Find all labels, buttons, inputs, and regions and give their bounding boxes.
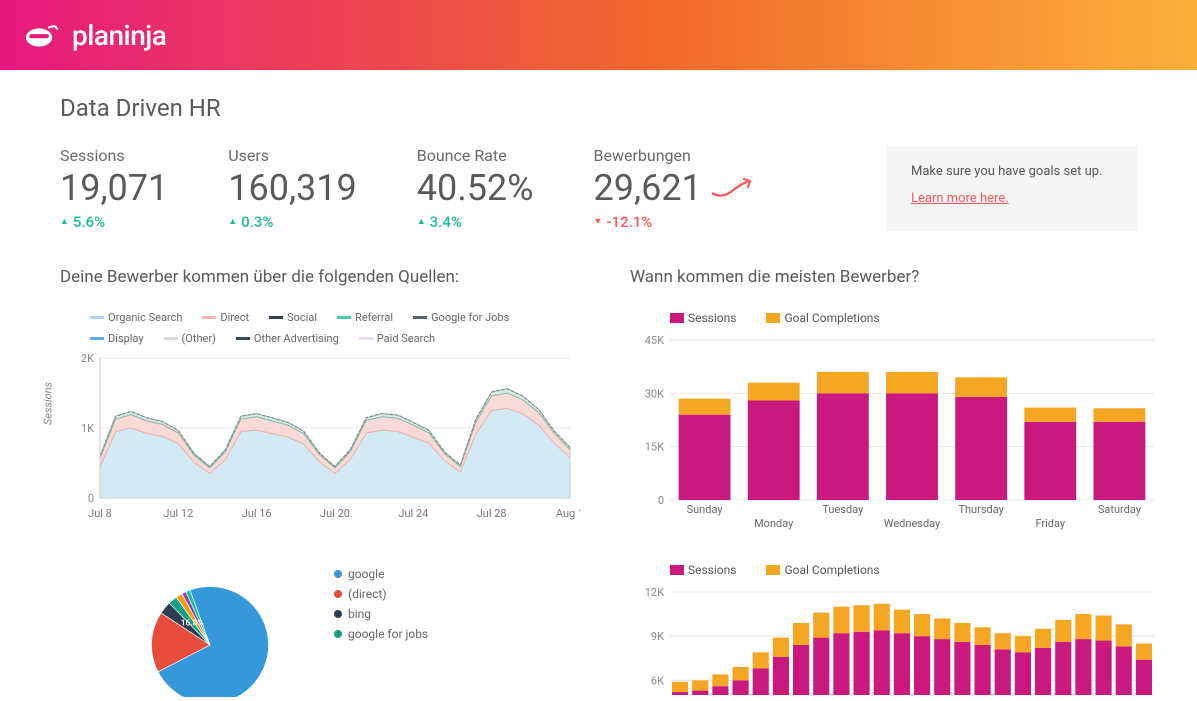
pie-legend-item: (direct) xyxy=(334,587,428,601)
metric-delta: 3.4% xyxy=(417,213,534,231)
sources-column: Deine Bewerber kommen über die folgenden… xyxy=(60,267,580,701)
legend-label: Sessions xyxy=(688,311,736,325)
y-axis-label: Sessions xyxy=(42,381,55,424)
metric-label: Bounce Rate xyxy=(417,146,534,165)
metric-label: Bewerbungen xyxy=(594,146,760,165)
legend-item: Sessions xyxy=(670,563,736,577)
metric-value: 29,621 xyxy=(594,169,702,209)
header: planinja xyxy=(0,0,1197,70)
svg-text:16.8%: 16.8% xyxy=(181,618,204,628)
content: Data Driven HR Sessions 19,071 5.6% User… xyxy=(0,70,1197,701)
svg-text:30K: 30K xyxy=(645,387,664,400)
svg-text:Saturday: Saturday xyxy=(1098,503,1142,516)
legend-item: Direct xyxy=(202,311,249,324)
legend-item: (Other) xyxy=(164,332,216,345)
brand-name: planinja xyxy=(72,19,166,52)
goals-link[interactable]: Learn more here. xyxy=(911,191,1009,206)
svg-text:2K: 2K xyxy=(81,353,94,365)
metric-bounce: Bounce Rate 40.52% 3.4% xyxy=(417,146,534,231)
sources-chart-svg: 0 1K 2K Jul 8 Jul 12 Jul 16 Jul 20 Jul 24 Jul 28… xyxy=(60,353,580,523)
charts-row: Deine Bewerber kommen über die folgenden… xyxy=(60,267,1137,701)
svg-text:0: 0 xyxy=(88,492,94,505)
pie-legend-item: bing xyxy=(334,607,428,621)
svg-text:Jul 20: Jul 20 xyxy=(320,507,350,520)
legend-item: Display xyxy=(90,332,144,345)
page-title: Data Driven HR xyxy=(60,94,1137,122)
weekday-legend: Sessions Goal Completions xyxy=(630,311,1160,325)
goals-callout: Make sure you have goals set up. Learn m… xyxy=(887,146,1137,231)
hourly-legend: Sessions Goal Completions xyxy=(630,563,1160,577)
svg-text:1K: 1K xyxy=(81,422,94,435)
brand-logo: planinja xyxy=(24,19,166,52)
svg-text:Jul 12: Jul 12 xyxy=(163,507,193,520)
hourly-chart-svg: 6K 9K 12K xyxy=(630,587,1160,697)
svg-text:Aug 1: Aug 1 xyxy=(556,507,580,520)
metric-delta: 5.6% xyxy=(60,213,168,231)
metric-value: 40.52% xyxy=(417,169,534,209)
svg-text:Jul 24: Jul 24 xyxy=(398,507,428,520)
metric-value: 19,071 xyxy=(60,169,168,209)
svg-text:Tuesday: Tuesday xyxy=(822,503,864,516)
svg-text:Wednesday: Wednesday xyxy=(884,517,941,530)
goals-text: Make sure you have goals set up. xyxy=(911,164,1113,179)
weekday-column: Wann kommen die meisten Bewerber? Sessio… xyxy=(630,267,1160,701)
svg-text:9K: 9K xyxy=(651,630,664,643)
metric-sessions: Sessions 19,071 5.6% xyxy=(60,146,168,231)
metric-users: Users 160,319 0.3% xyxy=(228,146,356,231)
sources-chart-title: Deine Bewerber kommen über die folgenden… xyxy=(60,267,580,287)
svg-text:Thursday: Thursday xyxy=(958,503,1004,516)
svg-text:Jul 16: Jul 16 xyxy=(242,507,272,520)
pie-svg: 16.8% xyxy=(110,567,310,697)
weekday-chart-title: Wann kommen die meisten Bewerber? xyxy=(630,267,1160,287)
svg-text:Jul 8: Jul 8 xyxy=(88,507,112,520)
svg-text:12K: 12K xyxy=(645,587,664,599)
legend-item: Goal Completions xyxy=(766,563,879,577)
weekday-chart-svg: 0 15K 30K 45K Sunday Monday Tuesday Wednesday Th… xyxy=(630,335,1160,535)
legend-label: Sessions xyxy=(688,563,736,577)
svg-text:Friday: Friday xyxy=(1035,517,1065,530)
legend-item: Referral xyxy=(337,311,393,324)
legend-item: Organic Search xyxy=(90,311,182,324)
legend-label: Goal Completions xyxy=(784,311,879,325)
sources-legend: Organic Search Direct Social Referral Google… xyxy=(60,311,580,345)
trend-arrow-icon xyxy=(710,173,760,205)
pie-legend: google (direct) bing google for jobs xyxy=(334,567,428,647)
legend-label: Goal Completions xyxy=(784,563,879,577)
svg-text:6K: 6K xyxy=(651,674,664,687)
svg-text:0: 0 xyxy=(658,494,664,507)
svg-text:Sunday: Sunday xyxy=(687,503,724,516)
legend-item: Goal Completions xyxy=(766,311,879,325)
sources-chart: Organic Search Direct Social Referral Google… xyxy=(60,311,580,527)
pie-legend-item: google for jobs xyxy=(334,627,428,641)
svg-text:45K: 45K xyxy=(645,335,664,347)
legend-item: Other Advertising xyxy=(236,332,339,345)
metric-label: Users xyxy=(228,146,356,165)
metrics-row: Sessions 19,071 5.6% Users 160,319 0.3% … xyxy=(60,146,1137,231)
legend-item: Sessions xyxy=(670,311,736,325)
svg-text:15K: 15K xyxy=(645,440,664,453)
legend-item: Paid Search xyxy=(359,332,435,345)
logo-icon xyxy=(24,21,64,49)
legend-item: Social xyxy=(269,311,317,324)
metric-bewerbungen: Bewerbungen 29,621 -12.1% xyxy=(594,146,760,231)
legend-item: Google for Jobs xyxy=(413,311,509,324)
metric-label: Sessions xyxy=(60,146,168,165)
metric-value: 160,319 xyxy=(228,169,356,209)
svg-text:Jul 28: Jul 28 xyxy=(477,507,507,520)
pie-legend-item: google xyxy=(334,567,428,581)
metric-delta: 0.3% xyxy=(228,213,356,231)
pie-chart: 16.8% google (direct) bing google for jobs xyxy=(60,567,580,697)
svg-text:Monday: Monday xyxy=(754,517,794,530)
metric-delta: -12.1% xyxy=(594,213,760,231)
